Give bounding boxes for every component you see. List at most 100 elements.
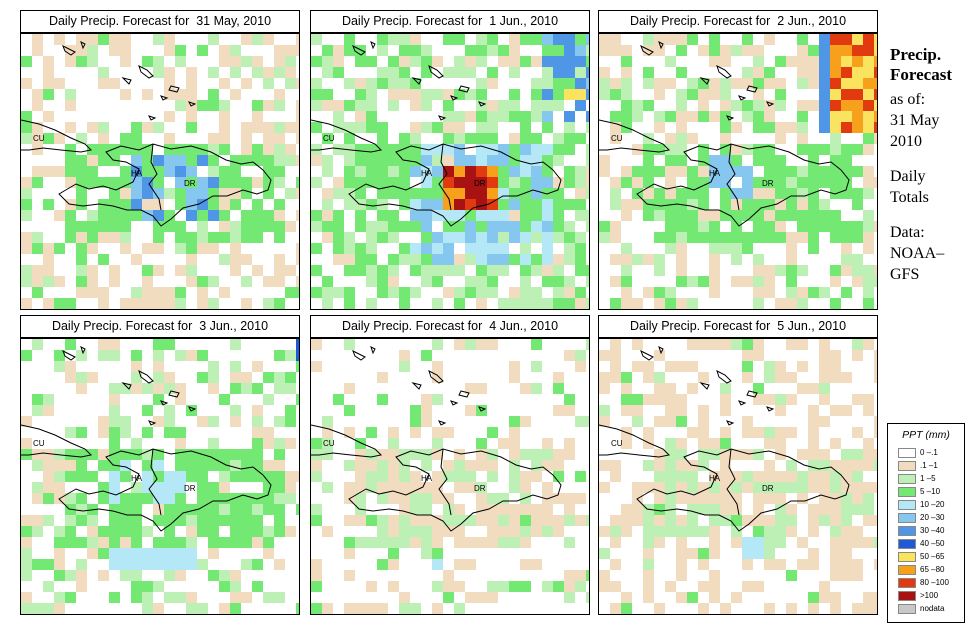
precip-cell <box>21 111 32 122</box>
panel-title: Daily Precip. Forecast for 5 Jun., 2010 <box>598 315 878 338</box>
precip-cell <box>553 100 564 111</box>
precip-cell <box>219 45 230 56</box>
precip-cell <box>465 188 476 199</box>
precip-cell <box>388 581 399 592</box>
precip-cell <box>377 482 388 493</box>
precip-cell <box>764 144 775 155</box>
precip-cell <box>54 34 65 45</box>
precip-cell <box>186 592 197 603</box>
legend-item: 10 –20 <box>898 500 962 511</box>
precip-cell <box>564 199 575 210</box>
precip-cell <box>676 133 687 144</box>
precip-cell <box>153 559 164 570</box>
precip-cell <box>32 482 43 493</box>
precip-cell <box>344 603 355 614</box>
precip-grid <box>599 34 877 309</box>
precip-cell <box>252 67 263 78</box>
precip-cell <box>819 78 830 89</box>
precip-cell <box>164 372 175 383</box>
precip-cell <box>621 199 632 210</box>
precip-cell <box>775 537 786 548</box>
precip-cell <box>142 155 153 166</box>
precip-cell <box>509 254 520 265</box>
precip-cell <box>54 298 65 309</box>
precip-cell <box>553 405 564 416</box>
precip-cell <box>410 603 421 614</box>
precip-cell <box>465 210 476 221</box>
precip-cell <box>153 166 164 177</box>
precip-cell <box>230 243 241 254</box>
precip-cell <box>443 188 454 199</box>
precip-cell <box>575 166 586 177</box>
island-outline <box>148 115 157 121</box>
precip-cell <box>274 471 285 482</box>
precip-cell <box>654 111 665 122</box>
precip-cell <box>197 276 208 287</box>
precip-cell <box>344 298 355 309</box>
precip-cell <box>274 56 285 67</box>
precip-cell <box>131 361 142 372</box>
precip-cell <box>219 56 230 67</box>
precip-cell <box>241 155 252 166</box>
precip-cell <box>531 133 542 144</box>
precip-cell <box>366 122 377 133</box>
precip-cell <box>296 350 299 361</box>
island-outline <box>478 101 487 107</box>
precip-cell <box>687 89 698 100</box>
precip-cell <box>377 155 388 166</box>
precip-cell <box>797 232 808 243</box>
precip-cell <box>252 155 263 166</box>
precip-cell <box>874 122 877 133</box>
precip-cell <box>432 361 443 372</box>
precip-cell <box>698 548 709 559</box>
precip-cell <box>520 155 531 166</box>
precip-cell <box>610 78 621 89</box>
precip-cell <box>153 210 164 221</box>
precip-cell <box>285 78 296 89</box>
precip-cell <box>399 504 410 515</box>
precip-cell <box>355 122 366 133</box>
precip-cell <box>542 526 553 537</box>
precip-cell <box>322 438 333 449</box>
precip-cell <box>632 166 643 177</box>
precip-cell <box>575 471 586 482</box>
precip-cell <box>621 89 632 100</box>
precip-cell <box>388 144 399 155</box>
precip-cell <box>208 449 219 460</box>
precip-cell <box>819 449 830 460</box>
precip-cell <box>208 548 219 559</box>
precip-cell <box>643 177 654 188</box>
precip-cell <box>131 592 142 603</box>
precip-cell <box>775 133 786 144</box>
precip-cell <box>175 188 186 199</box>
precip-cell <box>241 56 252 67</box>
precip-cell <box>753 100 764 111</box>
precip-cell <box>476 56 487 67</box>
precip-cell <box>808 471 819 482</box>
precip-cell <box>709 45 720 56</box>
precip-cell <box>186 89 197 100</box>
precip-cell <box>687 504 698 515</box>
precip-cell <box>432 166 443 177</box>
precip-cell <box>586 122 589 133</box>
precip-cell <box>109 515 120 526</box>
precip-cell <box>487 221 498 232</box>
legend-label: 20 –30 <box>920 513 945 522</box>
precip-cell <box>654 298 665 309</box>
precip-cell <box>753 548 764 559</box>
precip-cell <box>153 493 164 504</box>
precip-cell <box>797 537 808 548</box>
precip-cell <box>498 177 509 188</box>
precip-cell <box>709 155 720 166</box>
precip-cell <box>355 515 366 526</box>
precip-cell <box>465 133 476 144</box>
precip-cell <box>443 34 454 45</box>
precip-cell <box>797 221 808 232</box>
precip-cell <box>465 89 476 100</box>
precip-cell <box>109 210 120 221</box>
precip-cell <box>509 515 520 526</box>
precip-cell <box>311 515 322 526</box>
precip-cell <box>665 34 676 45</box>
precip-cell <box>87 166 98 177</box>
precip-cell <box>553 78 564 89</box>
